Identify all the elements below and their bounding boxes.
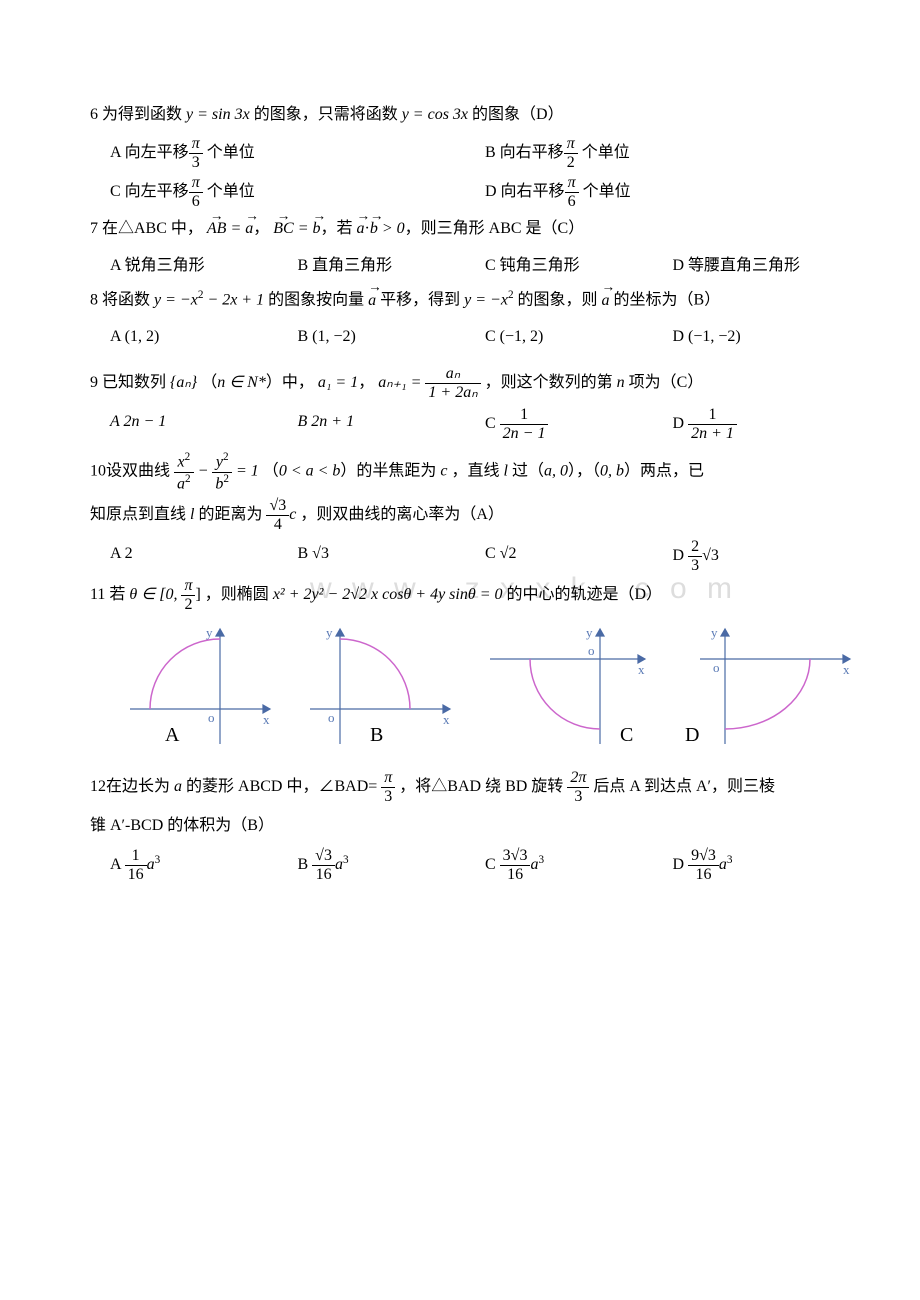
q11-stem: 11 若 θ ∈ [0, π2] ，则椭圆 x² + 2y² − 2√2 x c… (90, 578, 860, 613)
svg-text:o: o (328, 710, 335, 725)
q7-D: D 等腰直角三角形 (673, 251, 861, 281)
svg-text:o: o (208, 710, 215, 725)
svg-text:y: y (326, 625, 333, 640)
q10-stem-l2: 知原点到直线 l 的距离为 √34c ，则双曲线的离心率为（A） (90, 498, 860, 533)
q10-D: D 23√3 (673, 539, 861, 574)
q7-stem: 7 在△ABC 中， AB = a， BC = b，若 a·b > 0，则三角形… (90, 214, 860, 244)
q8-stem: 8 将函数 y = −x2 − 2x + 1 的图象按向量 a 平移，得到 y … (90, 285, 860, 316)
q10-stem-l1: 10设双曲线 x2a2 − y2b2 = 1 （0 < a < b）的半焦距为 … (90, 452, 860, 492)
svg-text:x: x (843, 662, 850, 677)
q10-opts: A 2 B √3 C √2 D 23√3 (110, 539, 860, 574)
q7-C: C 钝角三角形 (485, 251, 673, 281)
q6-A: A 向左平移π3 个单位 (110, 136, 485, 171)
q12-stem-l1: 12在边长为 a 的菱形 ABCD 中，∠BAD= π3 ，将△BAD 绕 BD… (90, 770, 860, 805)
q6-f1: y = sin 3x (186, 106, 250, 123)
q6-stem: 6 为得到函数 y = sin 3x 的图象，只需将函数 y = cos 3x … (90, 100, 860, 130)
q9-opts: A 2n − 1 B 2n + 1 C 12n − 1 D 12n + 1 (110, 407, 860, 442)
q12-opts: A 116a3 B √316a3 C 3√316a3 D 9√316a3 (110, 848, 860, 883)
q8-opts: A (1, 2) B (1, −2) C (−1, 2) D (−1, −2) (110, 322, 860, 352)
q8-C: C (−1, 2) (485, 322, 673, 352)
q7-opts: A 锐角三角形 B 直角三角形 C 钝角三角形 D 等腰直角三角形 (110, 251, 860, 281)
q9-D: D 12n + 1 (673, 407, 861, 442)
q6-f2: y = cos 3x (402, 106, 468, 123)
svg-text:y: y (206, 625, 213, 640)
q6-D: D 向右平移π6 个单位 (485, 175, 860, 210)
q6-text2: 的图象，只需将函数 (254, 106, 402, 123)
q6-text3: 的图象（D） (472, 106, 564, 123)
q10-C: C √2 (485, 539, 673, 574)
q9-A: A 2n − 1 (110, 407, 298, 442)
svg-text:y: y (586, 625, 593, 640)
q12-stem-l2: 锥 A′-BCD 的体积为（B） (90, 811, 860, 841)
svg-text:o: o (713, 660, 720, 675)
q10-B: B √3 (298, 539, 486, 574)
svg-text:x: x (263, 712, 270, 727)
q12-B: B √316a3 (298, 848, 486, 883)
q11-graphs: o x y A o x y B o x y (120, 619, 860, 760)
q9-stem: 9 已知数列 {aₙ} （n ∈ N*）中， a₁ = 1， aₙ₊₁ = aₙ… (90, 366, 860, 401)
q6-opts-row1: A 向左平移π3 个单位 B 向右平移π2 个单位 (110, 136, 860, 171)
q8-D: D (−1, −2) (673, 322, 861, 352)
q6-C: C 向左平移π6 个单位 (110, 175, 485, 210)
svg-text:C: C (620, 724, 633, 746)
q8-B: B (1, −2) (298, 322, 486, 352)
svg-text:A: A (165, 724, 180, 746)
svg-text:x: x (443, 712, 450, 727)
svg-text:y: y (711, 625, 718, 640)
q11-graph-C: o x y C (480, 619, 660, 760)
svg-text:x: x (638, 662, 645, 677)
svg-text:D: D (685, 724, 699, 746)
q7-B: B 直角三角形 (298, 251, 486, 281)
q6-B: B 向右平移π2 个单位 (485, 136, 860, 171)
q11-graph-B: o x y B (300, 619, 460, 760)
svg-text:B: B (370, 724, 383, 746)
q12-D: D 9√316a3 (673, 848, 861, 883)
svg-text:o: o (588, 643, 595, 658)
q8-A: A (1, 2) (110, 322, 298, 352)
q12-A: A 116a3 (110, 848, 298, 883)
q11-graph-D: o x y D (680, 619, 860, 760)
q7-A: A 锐角三角形 (110, 251, 298, 281)
q11-graph-A: o x y A (120, 619, 280, 760)
q12-C: C 3√316a3 (485, 848, 673, 883)
q9-B: B 2n + 1 (298, 407, 486, 442)
q10-A: A 2 (110, 539, 298, 574)
q6-text: 6 为得到函数 (90, 106, 186, 123)
q9-C: C 12n − 1 (485, 407, 673, 442)
